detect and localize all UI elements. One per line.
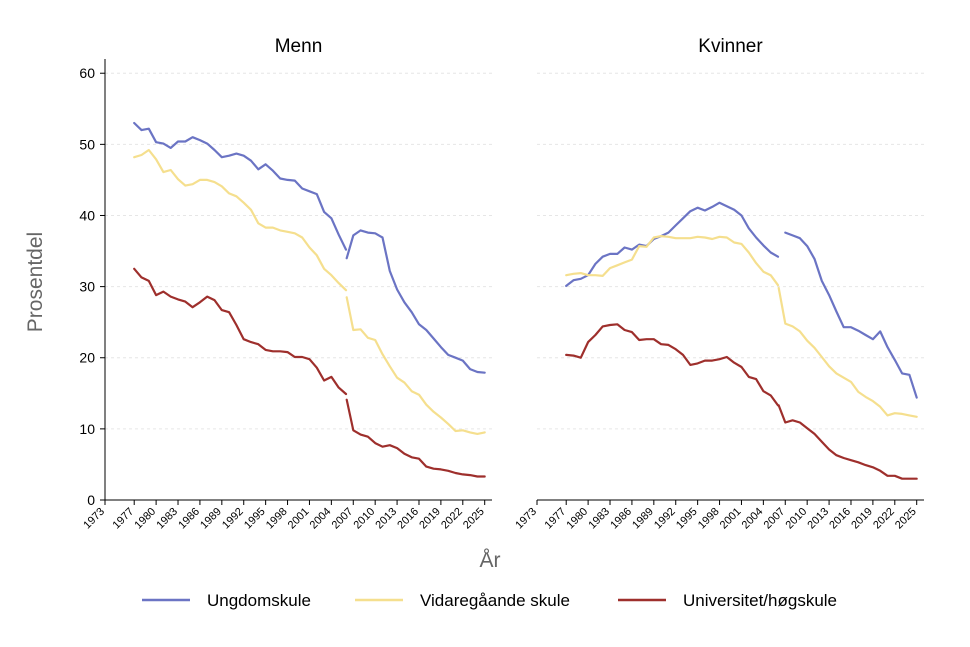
series-line-universitet-høgskule xyxy=(777,404,918,480)
legend: Ungdomskule Vidaregåande skule Universitet… xyxy=(142,591,837,610)
x-tick-label: 2001 xyxy=(286,506,312,532)
y-tick-label: 50 xyxy=(79,136,95,152)
panel-title: Kvinner xyxy=(698,36,763,57)
series-line-ungdomskule xyxy=(565,201,780,287)
y-tick-label: 0 xyxy=(87,492,95,508)
x-tick-label: 2025 xyxy=(893,506,919,532)
series-line-vidaregåande-skule xyxy=(345,296,486,435)
panel-title: Menn xyxy=(275,36,323,57)
series-line-universitet-høgskule xyxy=(345,398,486,478)
x-tick-label: 1989 xyxy=(198,506,224,532)
x-tick-label: 2010 xyxy=(783,506,809,532)
legend-label: Universitet/høgskule xyxy=(683,591,837,610)
x-tick-label: 1983 xyxy=(154,506,180,532)
x-tick-label: 1986 xyxy=(608,506,634,532)
x-tick-label: 1986 xyxy=(176,506,202,532)
x-tick-label: 2007 xyxy=(762,506,788,532)
x-tick-label: 2007 xyxy=(330,506,356,532)
panel-0: 1973 197719801983198619891992199519982001… xyxy=(79,36,492,531)
series-line-ungdomskule xyxy=(784,231,918,399)
x-tick-label: 2013 xyxy=(805,506,831,532)
x-tick-label: 2016 xyxy=(827,506,853,532)
chart-panels: 1973 197719801983198619891992199519982001… xyxy=(79,36,924,531)
series-line-vidaregåande-skule xyxy=(777,286,918,418)
series-line-ungdomskule xyxy=(345,229,486,374)
legend-label: Vidaregåande skule xyxy=(420,591,570,610)
x-tick-label: 2013 xyxy=(373,506,399,532)
series-line-ungdomskule xyxy=(133,121,348,251)
x-tick-label: 1980 xyxy=(564,506,590,532)
series-line-vidaregåande-skule xyxy=(565,235,780,287)
series-line-vidaregåande-skule xyxy=(133,148,348,292)
x-tick-label: 1998 xyxy=(696,506,722,532)
y-tick-label: 20 xyxy=(79,350,95,366)
series-line-universitet-høgskule xyxy=(565,323,780,407)
x-tick-label: 1973 xyxy=(513,506,539,532)
x-tick-label: 1980 xyxy=(132,506,158,532)
x-tick-label: 1973 xyxy=(81,506,107,532)
x-tick-label: 2016 xyxy=(395,506,421,532)
x-tick-label: 1977 xyxy=(543,506,569,532)
x-tick-label: 2019 xyxy=(417,506,443,532)
y-tick-label: 10 xyxy=(79,421,95,437)
x-tick-label: 2022 xyxy=(439,506,465,532)
x-tick-label: 2019 xyxy=(849,506,875,532)
legend-label: Ungdomskule xyxy=(207,591,311,610)
x-tick-label: 1995 xyxy=(674,506,700,532)
x-tick-label: 2010 xyxy=(351,506,377,532)
x-tick-label: 1977 xyxy=(111,506,137,532)
x-tick-label: 1992 xyxy=(652,506,678,532)
x-tick-label: 1989 xyxy=(630,506,656,532)
x-tick-label: 2004 xyxy=(740,506,766,532)
panel-1: 1973 197719801983198619891992199519982001… xyxy=(513,36,924,531)
y-tick-label: 30 xyxy=(79,279,95,295)
x-tick-label: 1992 xyxy=(220,506,246,532)
x-axis-label: År xyxy=(480,549,501,572)
x-tick-label: 2022 xyxy=(871,506,897,532)
y-axis-label: Prosentdel xyxy=(24,232,47,332)
x-tick-label: 1998 xyxy=(264,506,290,532)
x-tick-label: 2001 xyxy=(718,506,744,532)
x-tick-label: 2025 xyxy=(461,506,487,532)
series-line-universitet-høgskule xyxy=(133,267,348,396)
y-tick-label: 40 xyxy=(79,207,95,223)
y-tick-label: 60 xyxy=(79,65,95,81)
x-tick-label: 1995 xyxy=(242,506,268,532)
x-tick-label: 1983 xyxy=(586,506,612,532)
x-tick-label: 2004 xyxy=(308,506,334,532)
